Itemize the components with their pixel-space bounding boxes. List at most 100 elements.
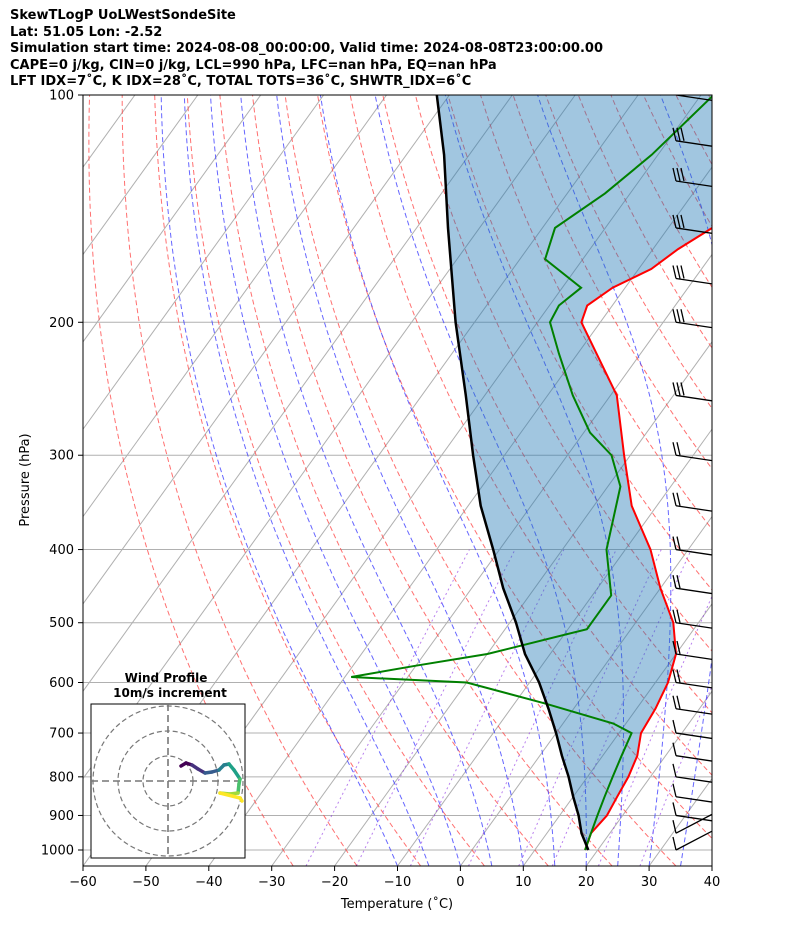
isotherm (83, 95, 262, 343)
y-tick-label: 400 (49, 543, 74, 558)
mixing-ratio-line (305, 549, 470, 866)
x-tick-label: −50 (132, 875, 159, 890)
x-tick-label: −60 (69, 875, 96, 890)
station-title: SkewTLogP UoLWestSondeSite (10, 8, 236, 23)
isotherm (271, 253, 712, 866)
dry-adiabat (317, 95, 712, 840)
isotherm (83, 95, 513, 693)
wind-profile-inset: Wind Profile 10m/s increment (90, 671, 246, 859)
wind-barb (672, 575, 712, 595)
wind-barb (675, 95, 712, 102)
wind-barb (672, 536, 712, 556)
isotherm (83, 95, 199, 256)
axes: −60 −50 −40 −30 −20 −10 0 10 20 30 40 1000 900 800 700… (41, 89, 720, 891)
isotherm (459, 515, 712, 866)
moist-adiabat (210, 95, 461, 866)
y-tick-label: 500 (49, 616, 74, 631)
isotherm (711, 865, 712, 866)
dry-adiabat (447, 95, 712, 591)
wind-barb (672, 669, 712, 689)
cape-cin-shading (436, 95, 712, 847)
dry-adiabat (414, 95, 712, 652)
wind-barb (672, 783, 712, 803)
x-tick-label: 40 (704, 875, 721, 890)
hodograph-segment (238, 796, 244, 803)
chart-header: SkewTLogP UoLWestSondeSite Lat: 51.05 Lo… (10, 8, 603, 91)
dry-adiabat (480, 95, 712, 531)
mixing-ratio-line (355, 549, 516, 866)
wind-barb (672, 763, 712, 783)
isotherm (775, 95, 794, 866)
inset-subtitle: 10m/s increment (113, 686, 227, 700)
wind-barb (672, 382, 712, 402)
wind-barb (672, 802, 712, 822)
y-axis-label: Pressure (hPa) (18, 433, 33, 526)
wind-barb (672, 640, 712, 660)
isotherm (522, 603, 712, 866)
temperature-line (580, 226, 712, 851)
isotherm (0, 95, 9, 866)
wind-barb (672, 167, 712, 188)
moist-adiabat (276, 95, 524, 866)
isotherm (208, 166, 712, 866)
wind-barb (672, 830, 712, 851)
x-tick-label: −10 (384, 875, 411, 890)
dry-adiabat (154, 95, 422, 866)
y-tick-label: 200 (49, 316, 74, 331)
wind-barb (672, 492, 712, 512)
y-tick-label: 300 (49, 449, 74, 464)
dry-adiabat (121, 95, 358, 866)
location-line: Lat: 51.05 Lon: -2.52 (10, 24, 163, 40)
isotherm (585, 690, 712, 866)
dry-adiabat (512, 95, 712, 470)
wind-barb (672, 813, 712, 834)
moist-adiabat (711, 863, 712, 866)
dry-adiabat (610, 95, 712, 289)
dry-adiabat (284, 95, 677, 866)
wind-barb (672, 742, 712, 762)
y-tick-label: 600 (49, 676, 74, 691)
x-axis-label: Temperature (˚C) (340, 896, 453, 912)
x-tick-label: 10 (515, 875, 532, 890)
moist-adiabat (160, 95, 398, 866)
inset-title: Wind Profile (125, 671, 208, 685)
moist-adiabat (319, 95, 556, 866)
isotherm (83, 95, 387, 518)
moist-adiabat (444, 95, 624, 866)
isotherm (83, 95, 450, 605)
wind-barb (672, 214, 712, 234)
x-tick-label: 0 (456, 875, 464, 890)
dry-adiabat (708, 95, 712, 103)
isotherm (83, 95, 325, 431)
moist-adiabat (240, 95, 493, 866)
x-tick-label: 30 (641, 875, 658, 890)
dry-adiabat (382, 95, 712, 714)
wind-barb (672, 719, 712, 740)
instability-line: CAPE=0 j/kg, CIN=0 j/kg, LCL=990 hPa, LF… (10, 57, 497, 73)
y-tick-label: 100 (49, 89, 74, 104)
mixing-ratio-line (639, 684, 712, 866)
x-tick-label: 20 (578, 875, 595, 890)
mixing-ratio-line (518, 549, 662, 866)
hodograph-segment (218, 791, 242, 800)
time-line: Simulation start time: 2024-08-08_00:00:… (10, 41, 603, 57)
dry-adiabat (774, 95, 794, 866)
dry-adiabat (219, 95, 549, 866)
wind-barb (672, 695, 712, 715)
parcel-line (435, 95, 590, 851)
isotherm (0, 95, 72, 866)
y-tick-label: 1000 (41, 844, 74, 859)
y-tick-label: 900 (49, 809, 74, 824)
dry-adiabat (252, 95, 613, 866)
moist-adiabat (183, 95, 430, 866)
wind-barb (672, 265, 712, 285)
dewpoint-line (351, 95, 712, 851)
dry-adiabat (577, 95, 712, 349)
mixing-ratio-line (597, 595, 712, 866)
wind-barb (672, 609, 712, 629)
wind-barb (672, 442, 712, 462)
indices-line: LFT IDX=7˚C, K IDX=28˚C, TOTAL TOTS=36˚C… (10, 74, 472, 90)
hodograph-segment (232, 768, 242, 781)
wind-barb (672, 309, 712, 329)
